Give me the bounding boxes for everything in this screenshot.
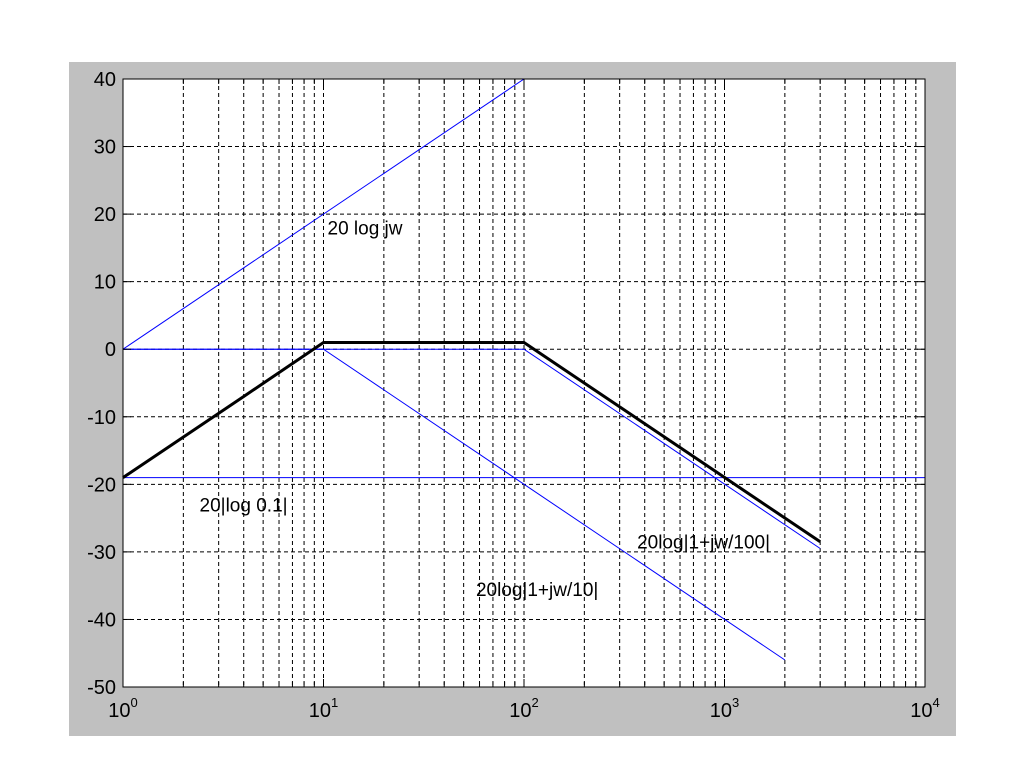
y-tick-label: 40 (94, 69, 116, 91)
annotation-label: 20log|1+jw/10| (476, 580, 598, 601)
x-tick-label: 100 (108, 695, 137, 722)
annotation-label: 20|log 0.1| (200, 495, 288, 516)
x-tick-label: 102 (509, 695, 538, 722)
grid-layer (123, 79, 925, 687)
x-tick-base: 10 (710, 700, 732, 722)
x-tick-base: 10 (509, 700, 531, 722)
x-tick-base: 10 (910, 700, 932, 722)
y-tick-label: 30 (94, 137, 116, 159)
series-line-3 (123, 348, 821, 549)
x-tick-exponent: 3 (732, 695, 739, 710)
annotation-layer: 20 log jw 20|log 0.1| 20log|1+jw/100| 20log… (200, 218, 771, 600)
series-line-5 (122, 341, 822, 544)
y-tick-label: 20 (94, 204, 116, 226)
series-line-1 (122, 78, 525, 350)
y-tick-label: -40 (87, 609, 116, 631)
x-tick-exponent: 2 (532, 695, 539, 710)
x-tick-label: 103 (710, 695, 739, 722)
x-tick-exponent: 0 (131, 695, 138, 710)
y-tick-label: -50 (87, 677, 116, 699)
x-tick-exponent: 1 (331, 695, 338, 710)
annotation-label: 20 log jw (328, 218, 403, 239)
x-tick-exponent: 4 (933, 695, 940, 710)
x-tick-base: 10 (108, 700, 130, 722)
y-tick-label: -10 (87, 407, 116, 429)
x-tick-base: 10 (309, 700, 331, 722)
y-tick-label: -20 (87, 474, 116, 496)
y-tick-label: -30 (87, 542, 116, 564)
series-layer (122, 78, 925, 661)
x-tick-label: 101 (309, 695, 338, 722)
figure-frame: 40 30 20 10 0 -10 -20 -30 -40 -50 100 101 102 103 104 … (69, 62, 956, 736)
y-tick-label: 0 (105, 339, 116, 361)
annotation-label: 20log|1+jw/100| (637, 533, 770, 554)
y-tick-label: 10 (94, 272, 116, 294)
x-tick-label: 104 (910, 695, 939, 722)
